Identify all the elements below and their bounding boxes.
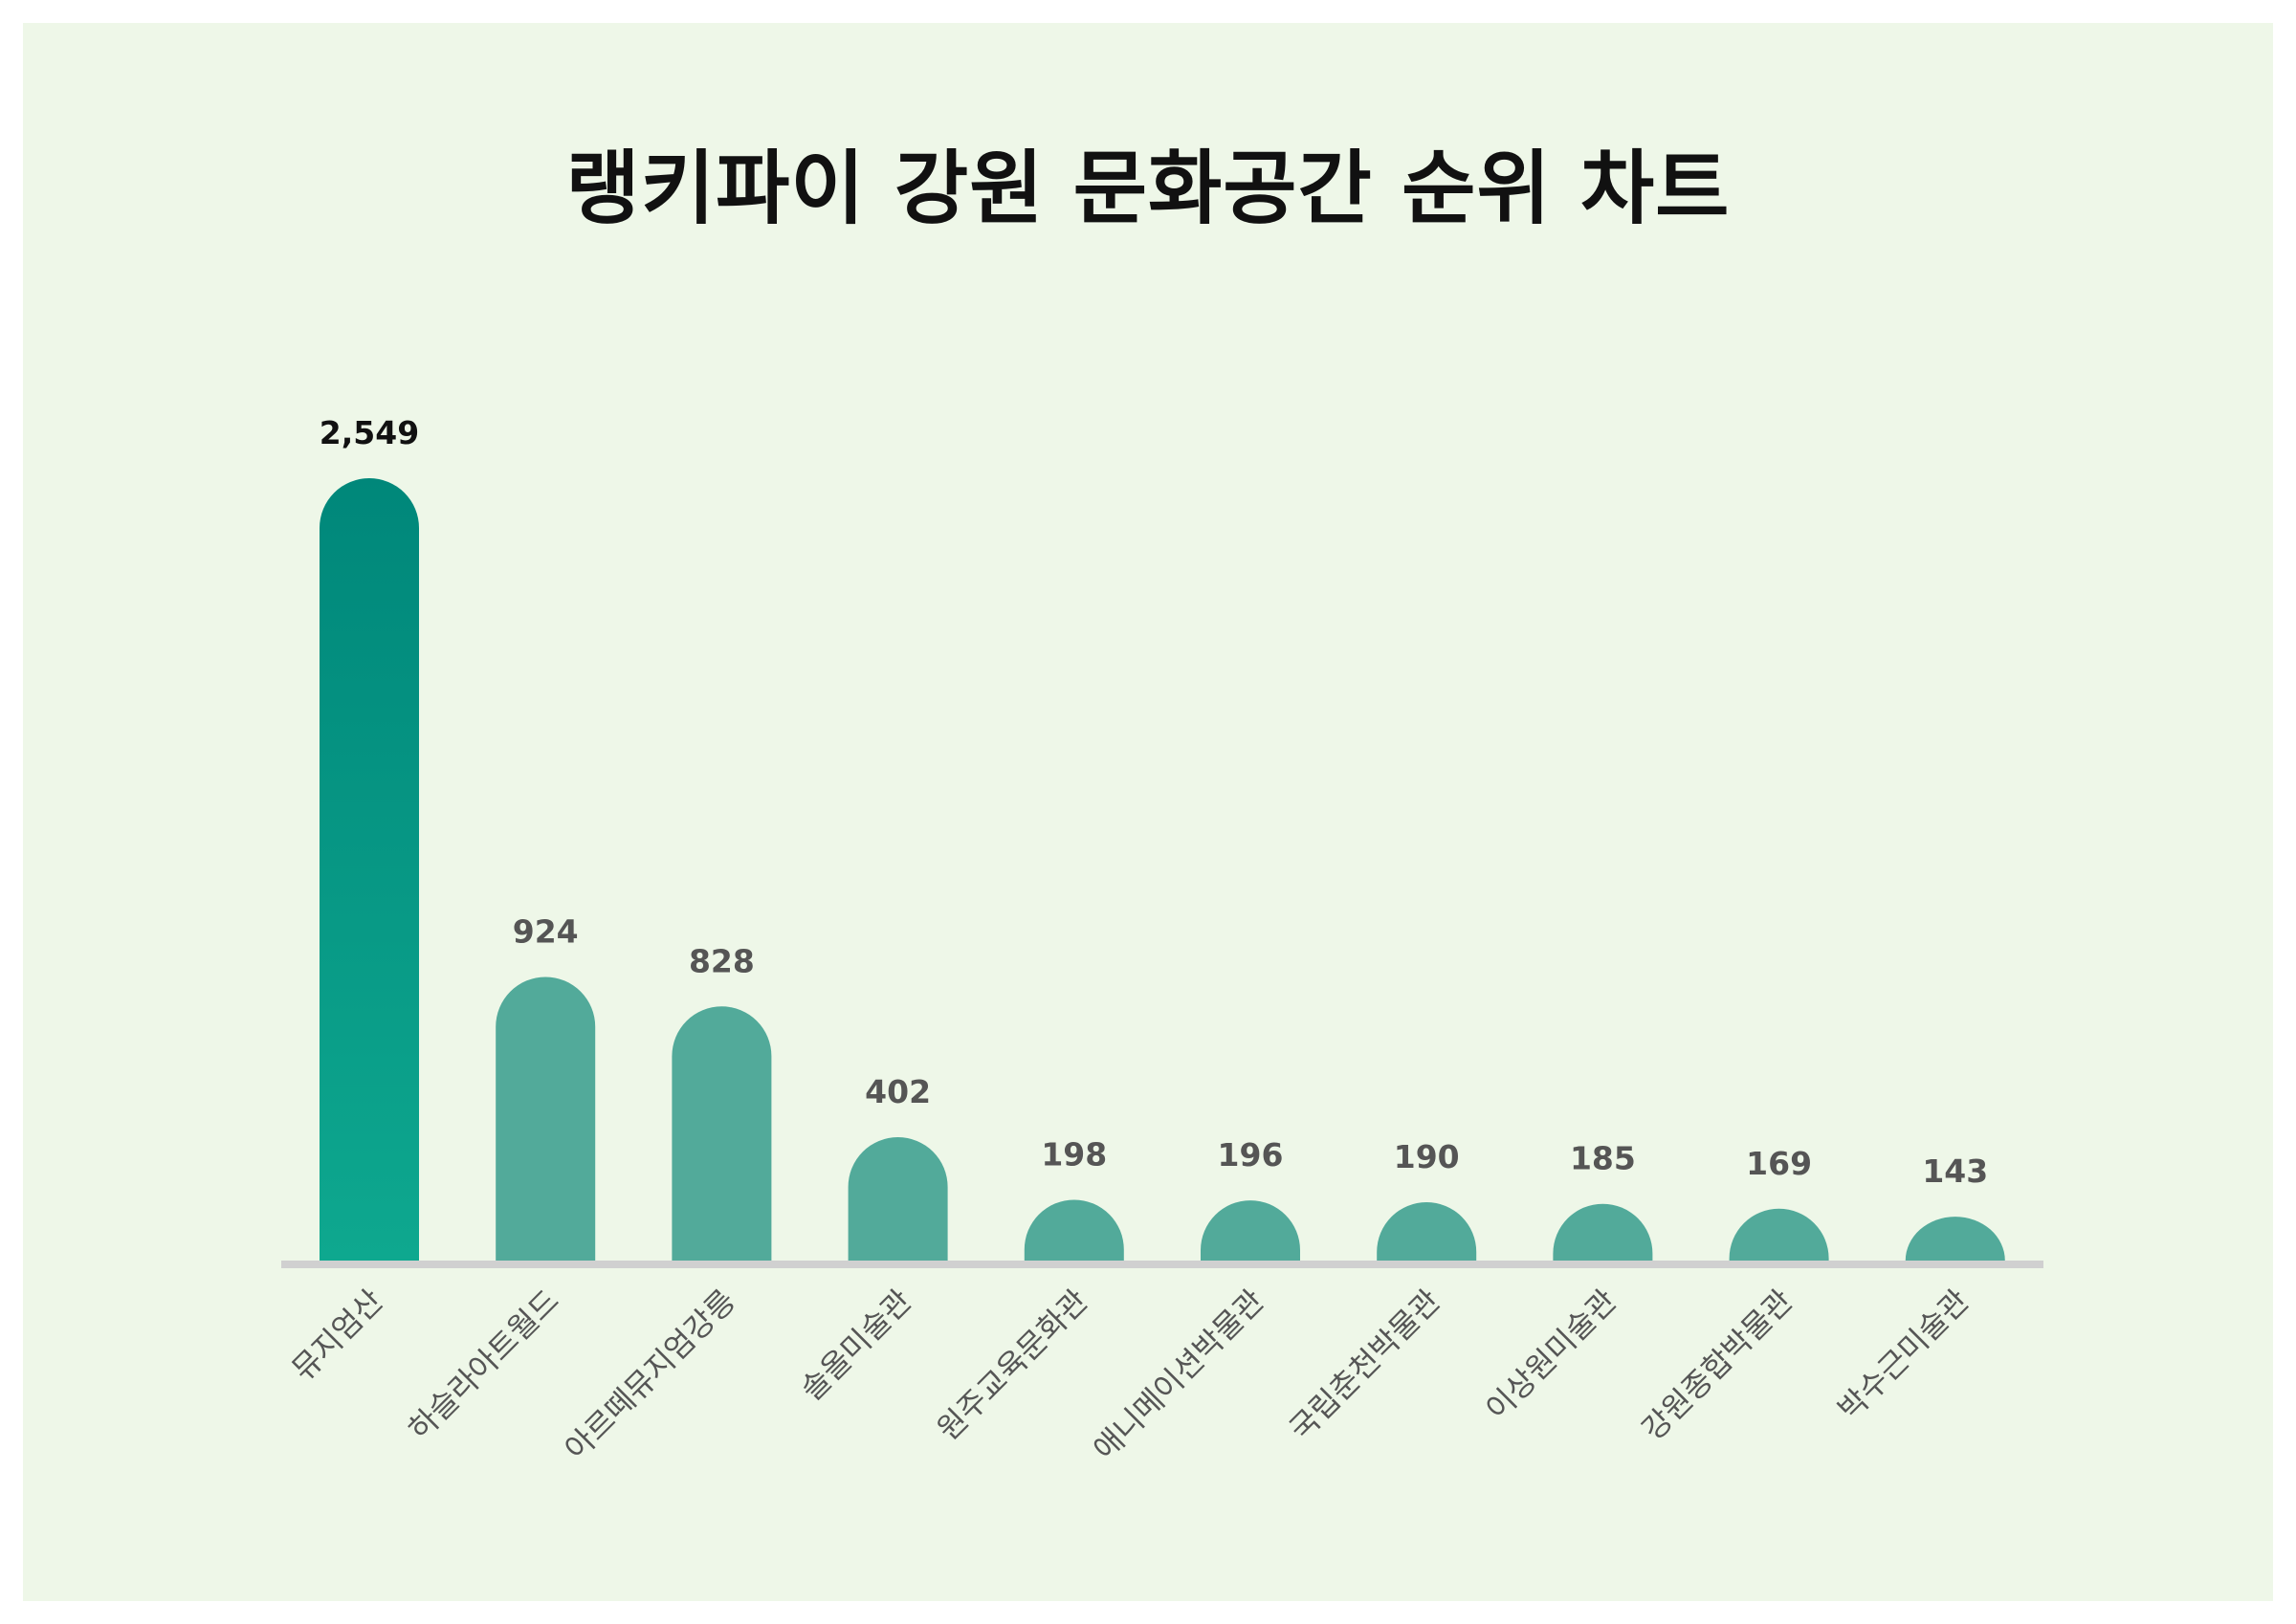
bar-3 <box>672 1006 772 1261</box>
category-label-6: 애니메이션박물관 <box>1086 1283 1270 1467</box>
chart-title: 랭키파이 강원 문화공간 순위 차트 <box>565 142 1731 235</box>
bar-8 <box>1553 1203 1653 1261</box>
value-label-1: 2,549 <box>320 414 419 451</box>
value-label-4: 402 <box>865 1073 931 1110</box>
value-label-10: 143 <box>1922 1152 1988 1190</box>
bar-7 <box>1377 1202 1477 1261</box>
bar-6 <box>1201 1200 1300 1261</box>
category-label-7: 국립춘천박물관 <box>1282 1283 1447 1448</box>
bar-1 <box>320 478 419 1261</box>
category-label-4: 솔올미술관 <box>793 1283 918 1408</box>
bar-9 <box>1729 1208 1829 1261</box>
bar-4 <box>848 1136 948 1261</box>
category-label-5: 원주교육문화관 <box>930 1283 1095 1448</box>
value-label-5: 198 <box>1041 1135 1107 1173</box>
value-label-2: 924 <box>513 912 579 950</box>
x-axis-baseline <box>281 1261 2043 1268</box>
category-label-10: 박수근미술관 <box>1831 1283 1976 1428</box>
value-labels-group: 2,549 924 828 402 198 196 190 185 169 143 <box>320 414 1988 1190</box>
value-label-9: 169 <box>1746 1145 1812 1182</box>
bar-10 <box>1905 1217 2005 1261</box>
category-label-8: 이상원미술관 <box>1478 1283 1623 1428</box>
bar-5 <box>1024 1199 1124 1261</box>
value-label-7: 190 <box>1394 1138 1460 1175</box>
category-label-3: 아르떼뮤지엄강릉 <box>558 1283 742 1467</box>
value-label-6: 196 <box>1218 1136 1284 1174</box>
category-label-1: 뮤지엄산 <box>285 1283 390 1388</box>
value-label-3: 828 <box>689 942 755 979</box>
bar-2 <box>496 977 596 1261</box>
bars-group <box>320 478 2005 1261</box>
value-label-8: 185 <box>1570 1140 1636 1177</box>
category-label-2: 하슬라아트월드 <box>401 1283 566 1448</box>
category-label-9: 강원종합박물관 <box>1635 1283 1800 1448</box>
